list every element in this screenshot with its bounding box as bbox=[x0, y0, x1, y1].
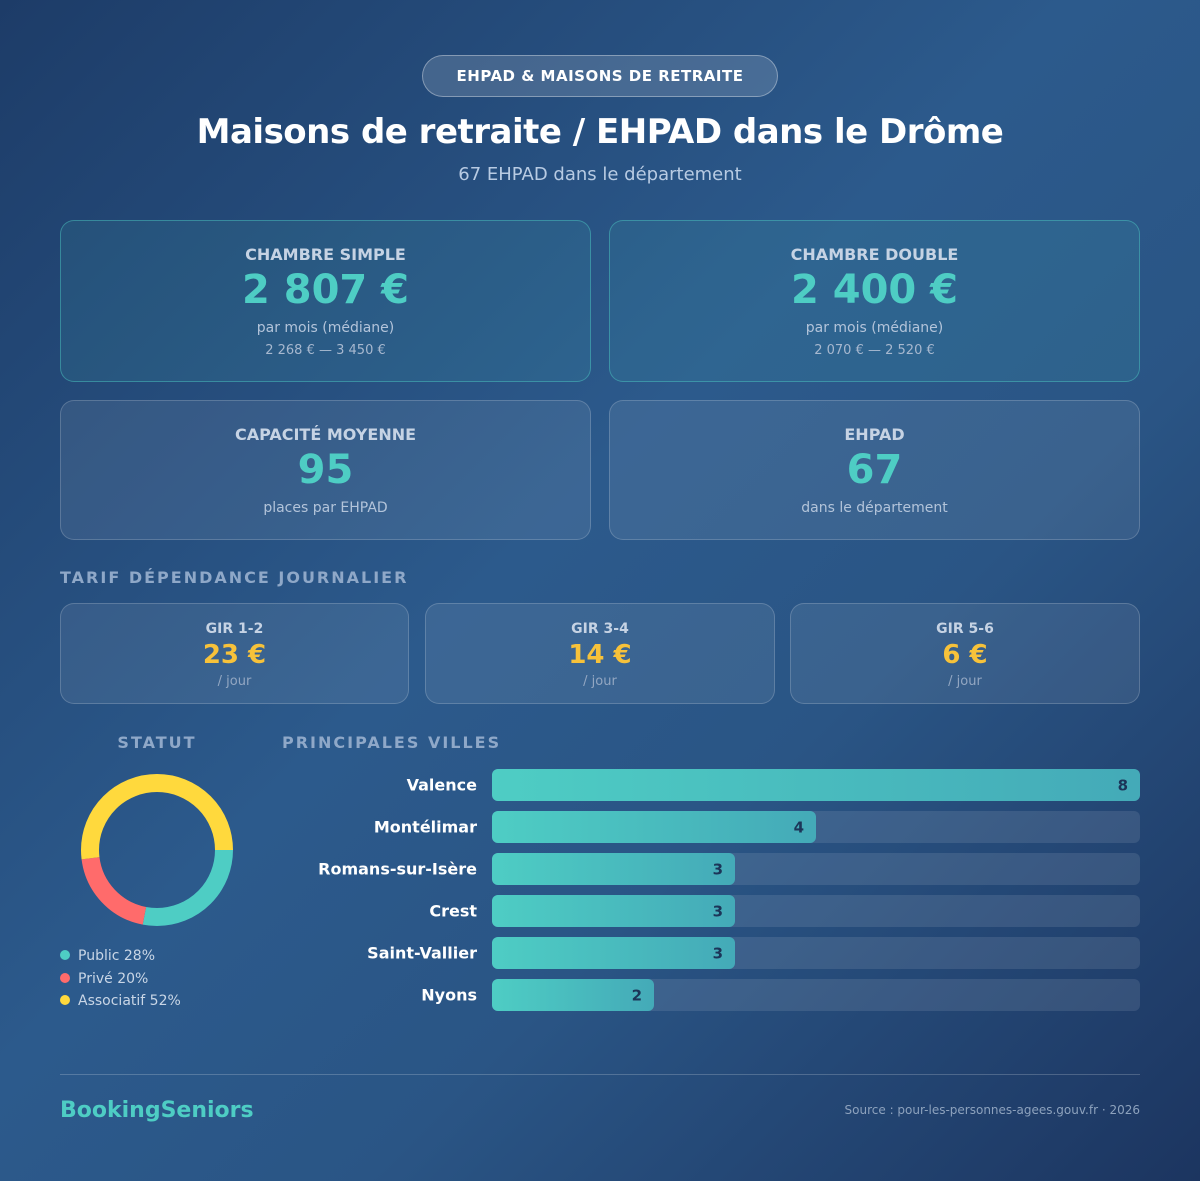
donut-chart bbox=[81, 774, 233, 926]
legend-value: 52% bbox=[149, 993, 181, 1009]
gir-value: 6 € bbox=[942, 640, 988, 670]
divider bbox=[60, 1074, 1140, 1075]
card-value: 2 807 € bbox=[241, 267, 409, 313]
card-label: CAPACITÉ MOYENNE bbox=[234, 425, 417, 444]
card-label: CHAMBRE DOUBLE bbox=[790, 245, 959, 264]
card-value: 2 400 € bbox=[790, 267, 958, 313]
section-title: PRINCIPALES VILLES bbox=[282, 733, 502, 752]
bar bbox=[492, 937, 735, 969]
card-range: 2 268 € — 3 450 € bbox=[265, 343, 386, 358]
stat-card: CHAMBRE SIMPLE 2 807 € par mois (médiane… bbox=[60, 220, 591, 382]
gir-unit: / jour bbox=[948, 674, 982, 689]
category-label: Saint-Vallier bbox=[367, 944, 477, 963]
title: Maisons de retraite / EHPAD dans le Drôm… bbox=[196, 112, 1004, 152]
bar bbox=[492, 895, 735, 927]
legend-item: Public 28% bbox=[60, 948, 181, 971]
donut-segment bbox=[81, 774, 233, 926]
legend-value: 28% bbox=[123, 948, 156, 964]
stat-card: CHAMBRE DOUBLE 2 400 € par mois (médiane… bbox=[609, 220, 1140, 382]
legend-swatch bbox=[60, 972, 70, 983]
section-title: STATUT bbox=[117, 733, 197, 752]
bar-value-label: 3 bbox=[713, 903, 723, 921]
gir-label: GIR 3-4 bbox=[571, 621, 629, 637]
legend-label: Public bbox=[78, 948, 120, 964]
legend-item: Privé 20% bbox=[60, 971, 181, 994]
brand: BookingSeniors bbox=[60, 1098, 254, 1123]
gir-card: GIR 5-6 6 € / jour bbox=[790, 603, 1140, 704]
card-note: places par EHPAD bbox=[263, 500, 388, 516]
section-title: TARIF DÉPENDANCE JOURNALIER bbox=[60, 568, 409, 587]
bar bbox=[492, 769, 1140, 801]
card-label: CHAMBRE SIMPLE bbox=[245, 245, 406, 264]
subtitle: 67 EHPAD dans le département bbox=[458, 164, 742, 185]
bar-value-label: 4 bbox=[794, 819, 804, 837]
bar-chart: Valence 8 Montélimar 4 Romans-sur-Isère 3 Cres… bbox=[318, 769, 1140, 1011]
gir-label: GIR 5-6 bbox=[936, 621, 994, 637]
bar-value-label: 3 bbox=[713, 861, 723, 879]
stat-card: CAPACITÉ MOYENNE 95 places par EHPAD bbox=[60, 400, 591, 540]
gir-value: 23 € bbox=[202, 640, 267, 670]
gir-card: GIR 3-4 14 € / jour bbox=[425, 603, 775, 704]
legend-swatch bbox=[60, 950, 70, 960]
stat-card: EHPAD 67 dans le département bbox=[609, 400, 1140, 540]
bar-value-label: 2 bbox=[632, 987, 642, 1005]
gir-unit: / jour bbox=[217, 674, 252, 689]
legend-label: Associatif bbox=[78, 993, 146, 1009]
bar bbox=[492, 811, 816, 843]
card-label: EHPAD bbox=[844, 425, 905, 444]
bar-value-label: 8 bbox=[1118, 777, 1128, 795]
category-label: Romans-sur-Isère bbox=[318, 860, 477, 879]
card-value: 67 bbox=[846, 447, 903, 493]
legend-item: Associatif 52% bbox=[60, 993, 181, 1016]
legend-value: 20% bbox=[117, 970, 149, 987]
gir-card: GIR 1-2 23 € / jour bbox=[60, 603, 409, 704]
card-range: 2 070 € — 2 520 € bbox=[814, 343, 935, 358]
legend-swatch bbox=[60, 995, 70, 1005]
legend: Public 28% Privé 20% Associatif 52% bbox=[60, 948, 181, 1016]
source: Source : pour-les-personnes-agees.gouv.f… bbox=[844, 1103, 1140, 1117]
card-note: dans le département bbox=[801, 500, 948, 516]
gir-value: 14 € bbox=[568, 640, 632, 670]
card-value: 95 bbox=[297, 447, 354, 493]
category-label: Valence bbox=[407, 776, 478, 795]
bar bbox=[492, 979, 654, 1011]
bar-value-label: 3 bbox=[713, 945, 723, 963]
badge: EHPAD & MAISONS DE RETRAITE bbox=[422, 55, 778, 97]
bar bbox=[492, 853, 735, 885]
gir-unit: / jour bbox=[583, 674, 617, 689]
card-note: par mois (médiane) bbox=[805, 320, 944, 336]
category-label: Nyons bbox=[421, 986, 477, 1005]
gir-label: GIR 1-2 bbox=[205, 621, 264, 637]
category-label: Montélimar bbox=[374, 818, 477, 837]
card-note: par mois (médiane) bbox=[256, 320, 395, 336]
category-label: Crest bbox=[429, 902, 477, 921]
legend-label: Privé bbox=[78, 970, 113, 987]
